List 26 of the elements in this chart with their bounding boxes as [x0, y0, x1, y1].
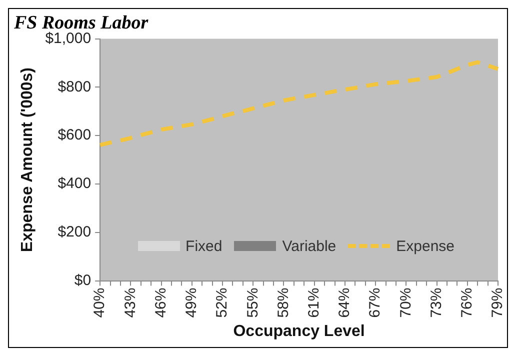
- y-tick-label: $600: [58, 126, 92, 144]
- x-tick-label: 49%: [183, 288, 200, 318]
- legend-label: Fixed: [186, 238, 222, 255]
- y-tick-label: $1,000: [45, 30, 92, 47]
- y-tick-label: $400: [58, 175, 92, 192]
- x-tick-label: 61%: [305, 288, 322, 318]
- legend-label: Variable: [282, 238, 336, 255]
- x-tick-label: 43%: [122, 288, 139, 318]
- x-tick-label: 67%: [366, 288, 384, 318]
- x-axis-title: Occupancy Level: [233, 322, 365, 340]
- x-tick-label: 52%: [214, 288, 231, 318]
- x-tick-label: 79%: [489, 288, 506, 318]
- legend-label: Expense: [396, 238, 455, 255]
- y-tick-label: $200: [58, 224, 92, 241]
- x-tick-label: 55%: [244, 288, 262, 318]
- x-tick-label: 40%: [91, 288, 108, 318]
- line-series: [98, 60, 500, 148]
- x-tick-label: 46%: [152, 288, 170, 318]
- x-tick-label: 70%: [397, 288, 414, 318]
- x-tick-label: 73%: [428, 288, 445, 318]
- x-tick-label: 58%: [274, 288, 292, 318]
- x-tick-label: 76%: [458, 288, 476, 318]
- y-tick-label: $0: [74, 272, 92, 289]
- y-axis-title: Expense Amount ('000s): [19, 67, 36, 252]
- y-tick-label: $800: [58, 78, 92, 96]
- x-tick-label: 64%: [336, 288, 354, 318]
